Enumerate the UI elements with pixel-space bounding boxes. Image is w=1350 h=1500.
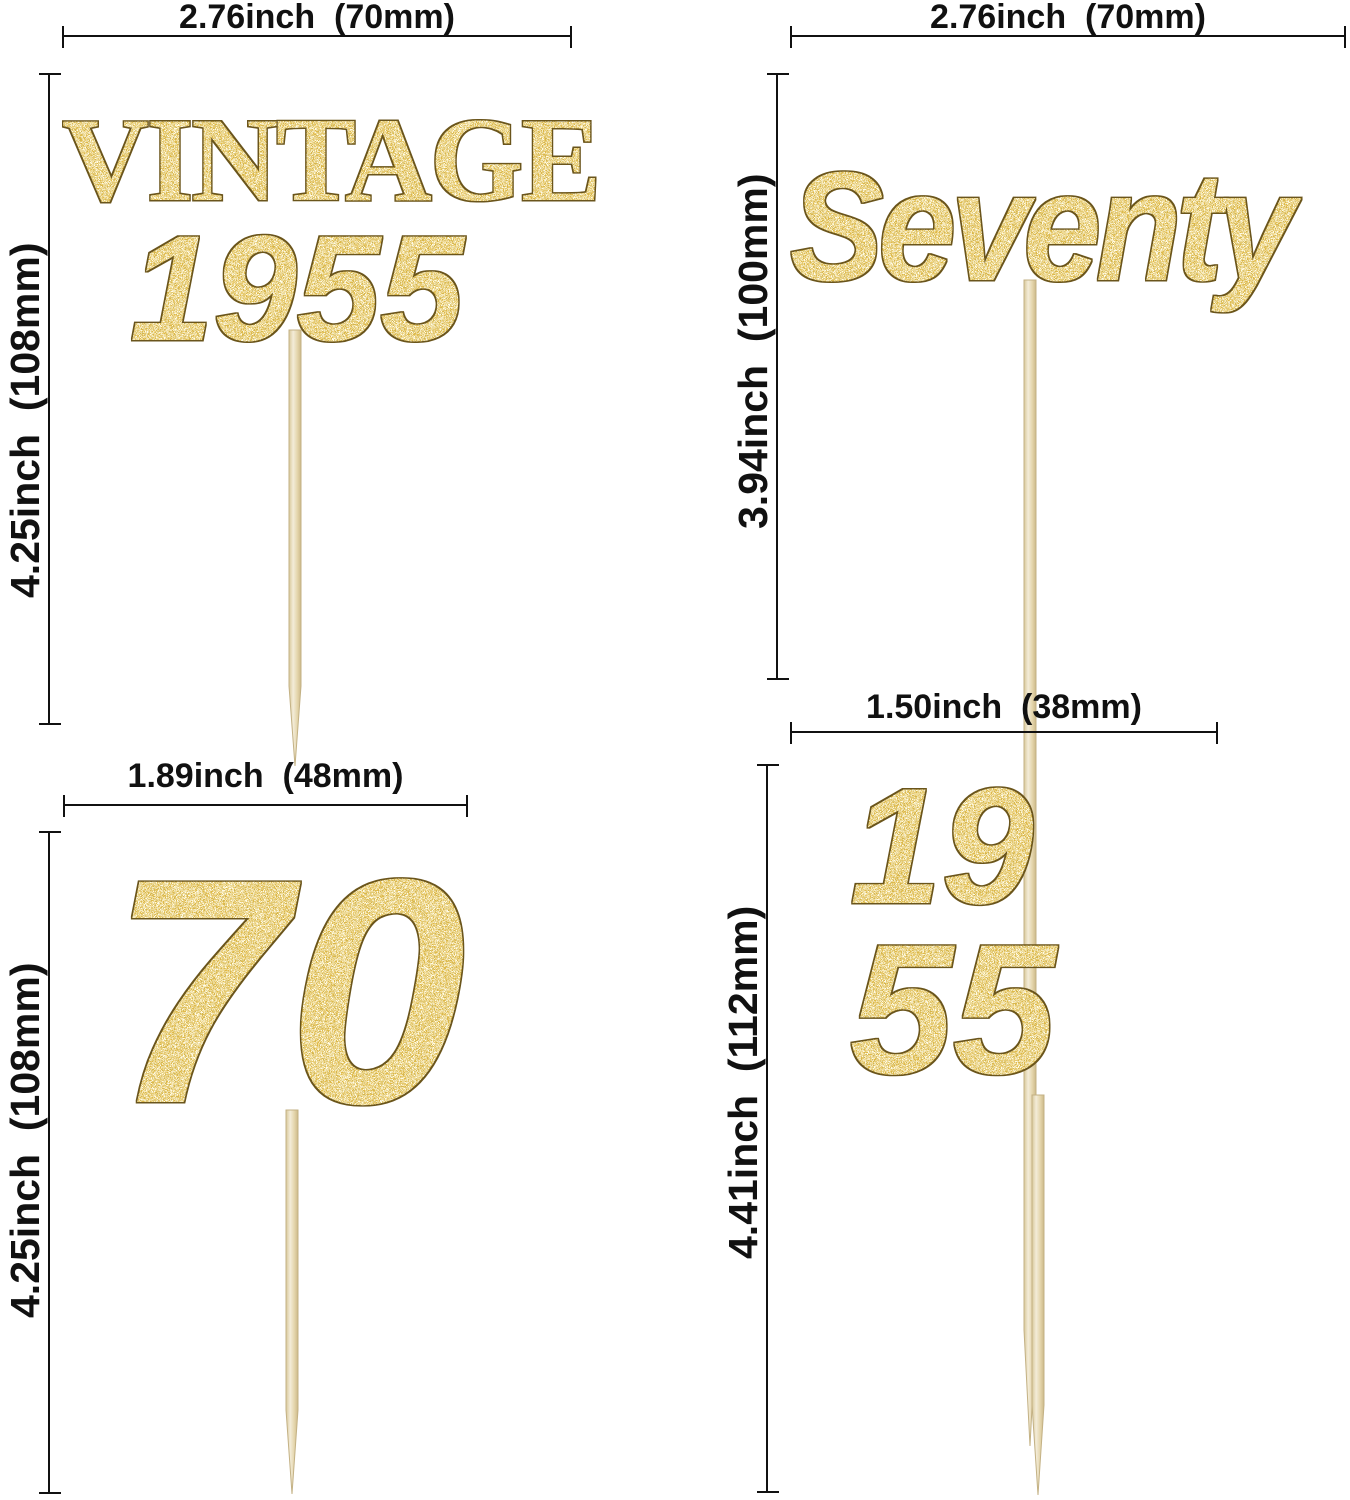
svg-text:55: 55 bbox=[850, 907, 1059, 1103]
